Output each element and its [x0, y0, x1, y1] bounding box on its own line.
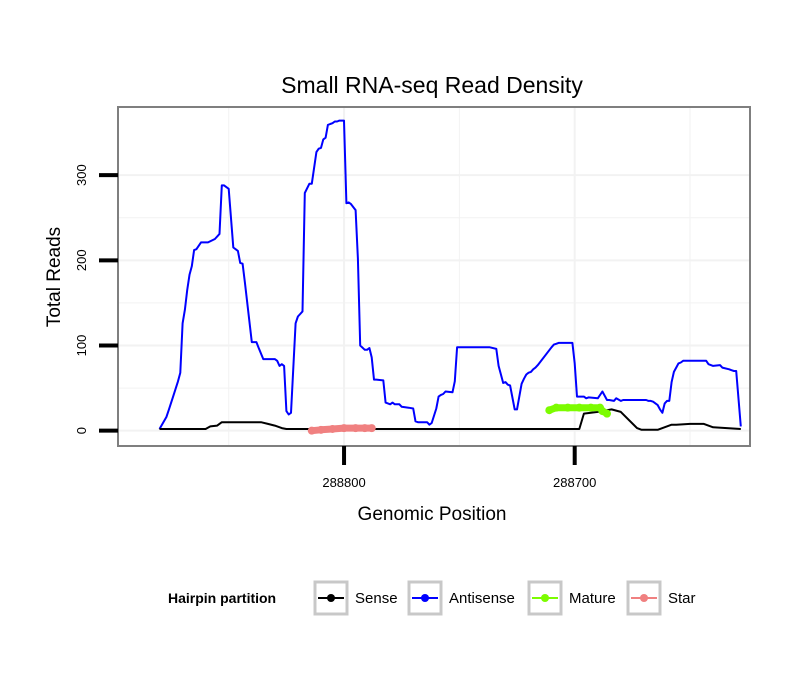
data-point-mature [563, 403, 572, 412]
chart-title: Small RNA-seq Read Density [281, 72, 583, 98]
legend-item-sense: Sense [313, 580, 398, 616]
series-star [307, 424, 376, 435]
legend-label: Mature [569, 590, 616, 607]
legend-key-point [640, 594, 648, 602]
legend-label: Star [668, 590, 696, 607]
series-line-sense [159, 408, 741, 431]
legend: Hairpin partition Sense Antisense Mature St… [168, 580, 696, 616]
y-tick-label: 200 [74, 249, 89, 271]
series-antisense [158, 119, 742, 430]
data-point-star [328, 424, 337, 433]
data-point-star [351, 424, 360, 433]
series-line-antisense [158, 119, 742, 430]
series-mature [545, 403, 611, 418]
data-point-mature [552, 403, 561, 412]
y-tick-label: 0 [74, 427, 89, 434]
legend-key-point [327, 594, 335, 602]
y-tick-label: 100 [74, 335, 89, 357]
legend-item-antisense: Antisense [407, 580, 515, 616]
series-sense [159, 408, 741, 431]
y-axis-title: Total Reads [44, 227, 65, 327]
data-point-star [307, 426, 316, 435]
data-point-star [340, 424, 349, 433]
x-axis: 288800 288700 [322, 446, 596, 490]
plot-panel [117, 106, 751, 447]
series-layer [158, 119, 742, 435]
data-point-mature [545, 406, 554, 415]
legend-item-mature: Mature [527, 580, 616, 616]
x-tick-label: 288700 [553, 475, 596, 490]
data-point-star [316, 425, 325, 434]
legend-title: Hairpin partition [168, 590, 276, 606]
x-axis-title: Genomic Position [358, 504, 507, 525]
data-point-mature [586, 403, 595, 412]
plot-border [117, 106, 751, 447]
y-tick-label: 300 [74, 164, 89, 186]
legend-key-point [421, 594, 429, 602]
data-point-mature [575, 403, 584, 412]
legend-label: Sense [355, 590, 398, 607]
legend-label: Antisense [449, 590, 515, 607]
data-point-mature [602, 409, 611, 418]
x-tick-label: 288800 [322, 475, 365, 490]
y-axis: 0 100 200 300 [74, 164, 118, 434]
grid [118, 107, 750, 446]
data-point-star [367, 424, 376, 433]
legend-item-star: Star [626, 580, 696, 616]
data-point-star [360, 424, 369, 433]
legend-key-point [541, 594, 549, 602]
